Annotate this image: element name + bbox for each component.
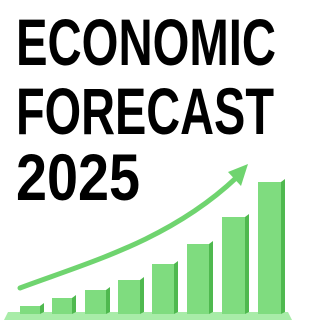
floor	[4, 312, 292, 320]
bar-side	[72, 295, 76, 314]
bar	[222, 217, 245, 314]
title-line: 2025	[16, 140, 140, 214]
bar	[52, 298, 72, 314]
bar	[118, 280, 140, 314]
bar	[258, 182, 281, 314]
bar-side	[209, 241, 213, 314]
bar	[187, 244, 209, 314]
illustration: ECONOMIC FORECAST 2025	[0, 0, 294, 325]
bar	[152, 264, 174, 314]
bar	[20, 306, 40, 314]
bar-side	[140, 277, 144, 314]
title-line: ECONOMIC	[16, 5, 276, 79]
title-line: FORECAST	[16, 74, 274, 148]
bar-side	[174, 261, 178, 314]
bar-side	[281, 179, 285, 314]
bar-side	[245, 214, 249, 314]
bar	[85, 290, 106, 314]
bar-side	[106, 287, 110, 314]
